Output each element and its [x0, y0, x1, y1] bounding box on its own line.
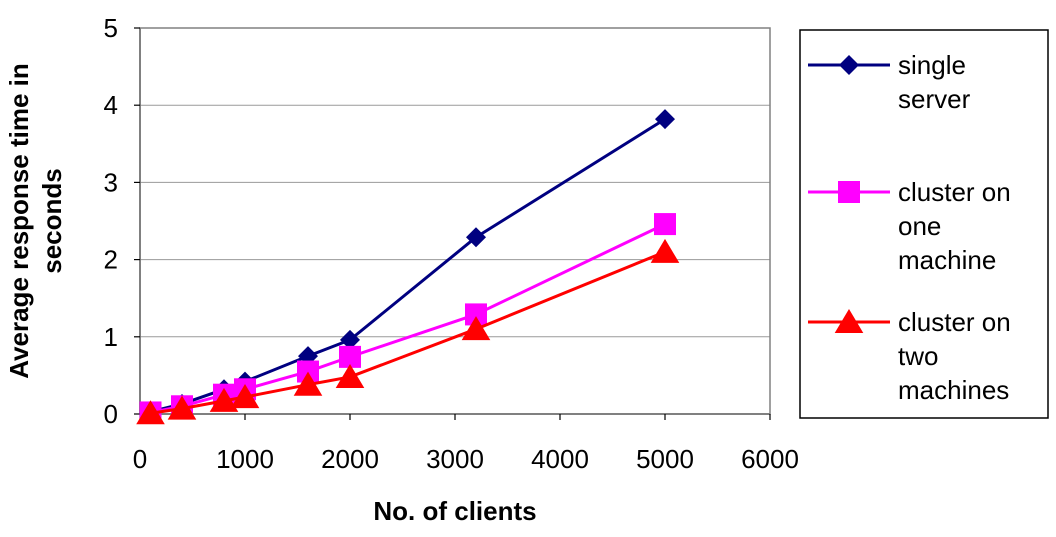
data-point-square	[838, 181, 860, 203]
y-axis-ticks: 0 1 2 3 4 5	[104, 13, 140, 429]
x-tick-label: 2000	[321, 444, 379, 474]
y-tick-label: 4	[104, 90, 118, 120]
legend-label: single	[898, 50, 966, 80]
x-tick-label: 3000	[426, 444, 484, 474]
x-tick-label: 5000	[636, 444, 694, 474]
series-triangle	[136, 238, 680, 425]
series-diamond	[140, 109, 675, 422]
data-point-diamond	[839, 55, 859, 75]
data-point-triangle	[834, 309, 864, 334]
legend-label: machine	[898, 245, 996, 275]
legend-label: one	[898, 211, 941, 241]
data-point-triangle	[167, 395, 197, 420]
data-point-diamond	[655, 109, 675, 130]
series-line	[150, 250, 666, 415]
legend-item: cluster on two machines	[808, 307, 1011, 405]
data-point-square	[297, 360, 319, 383]
series-lines	[136, 109, 680, 425]
x-tick-label: 6000	[741, 444, 799, 474]
data-point-triangle	[461, 316, 491, 341]
x-tick-label: 0	[133, 444, 147, 474]
legend-item: single server	[808, 50, 971, 114]
legend-label: cluster on	[898, 177, 1011, 207]
series-line	[150, 117, 666, 414]
y-axis-title-line: seconds	[37, 168, 67, 274]
data-point-triangle	[335, 363, 365, 388]
data-point-diamond	[340, 329, 360, 350]
y-axis-title: Average response time in seconds	[4, 63, 67, 379]
x-axis-ticks: 0 1000 2000 3000 4000 5000 6000	[133, 414, 799, 474]
legend-label: two	[898, 341, 938, 371]
y-axis-title-line: Average response time in	[4, 63, 34, 379]
data-point-square	[465, 303, 487, 326]
data-point-triangle	[136, 400, 165, 425]
data-point-triangle	[650, 238, 680, 263]
data-point-triangle	[293, 371, 323, 396]
data-point-triangle	[230, 384, 260, 409]
series-square	[139, 213, 676, 424]
data-point-square	[654, 213, 676, 236]
y-tick-label: 0	[104, 399, 118, 429]
legend-item: cluster on one machine	[808, 177, 1011, 275]
y-tick-label: 2	[104, 245, 118, 275]
data-point-triangle	[209, 387, 239, 412]
legend-box	[799, 29, 1049, 419]
legend-label: machines	[898, 375, 1009, 405]
y-tick-label: 5	[104, 13, 118, 43]
y-tick-label: 3	[104, 167, 118, 197]
data-point-square	[339, 345, 361, 368]
data-point-diamond	[466, 227, 486, 248]
y-tick-label: 1	[104, 322, 118, 352]
legend-label: server	[898, 84, 971, 114]
x-axis-title: No. of clients	[373, 496, 536, 526]
legend-label: cluster on	[898, 307, 1011, 337]
x-tick-label: 4000	[531, 444, 589, 474]
x-tick-label: 1000	[216, 444, 274, 474]
